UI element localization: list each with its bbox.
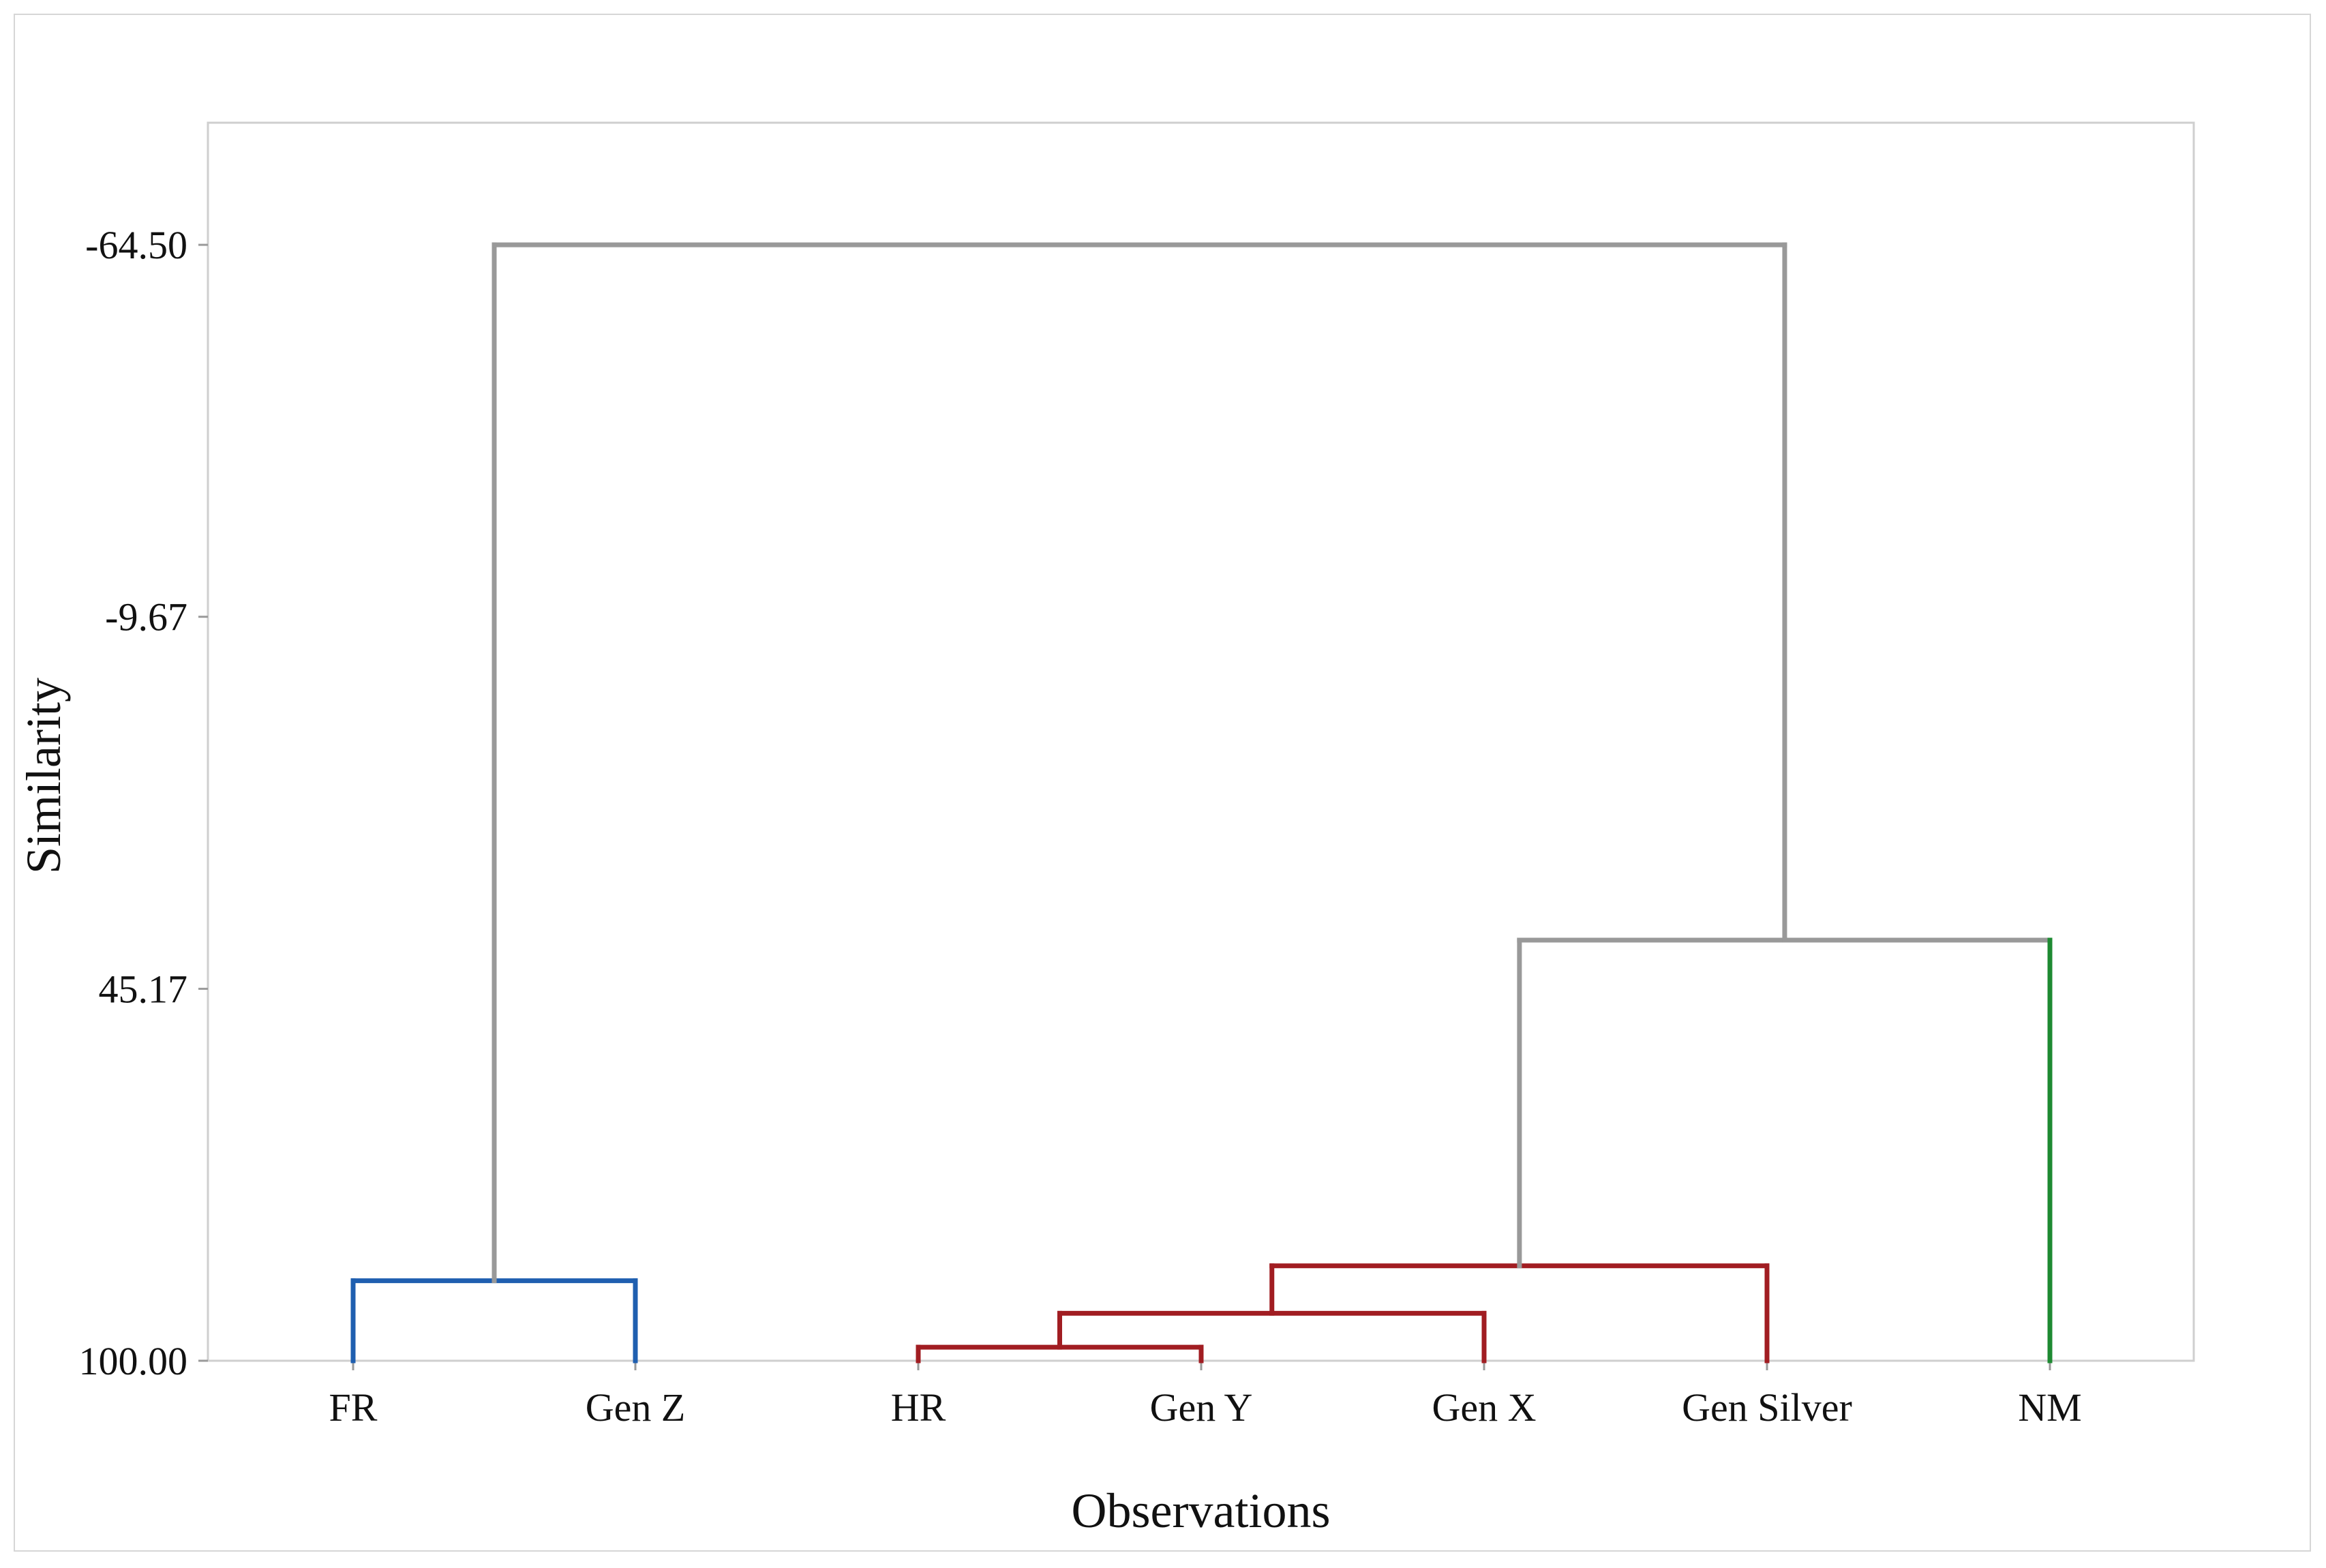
leaf-label: Gen Silver — [1682, 1385, 1852, 1430]
y-tick-label: -64.50 — [85, 223, 187, 267]
y-axis-title: Similarity — [16, 678, 71, 874]
y-axis: -64.50 -9.67 45.17 100.00 — [79, 223, 208, 1383]
leaf-label: Gen X — [1432, 1385, 1536, 1430]
leaf-label: FR — [329, 1385, 378, 1430]
x-axis: FR Gen Z HR Gen Y Gen X Gen Silver NM — [329, 1361, 2082, 1430]
leaf-label: Gen Z — [586, 1385, 686, 1430]
y-tick-label: -9.67 — [105, 595, 187, 639]
leaf-label: Gen Y — [1150, 1385, 1253, 1430]
leaf-label: HR — [891, 1385, 946, 1430]
dendrogram-links — [350, 242, 2053, 1363]
plot-area — [207, 121, 2195, 1362]
chart-frame — [14, 14, 2311, 1552]
x-axis-title: Observations — [1072, 1483, 1331, 1538]
y-tick-label: 45.17 — [99, 967, 188, 1011]
y-tick-label: 100.00 — [79, 1339, 188, 1383]
leaf-label: NM — [2018, 1385, 2081, 1430]
